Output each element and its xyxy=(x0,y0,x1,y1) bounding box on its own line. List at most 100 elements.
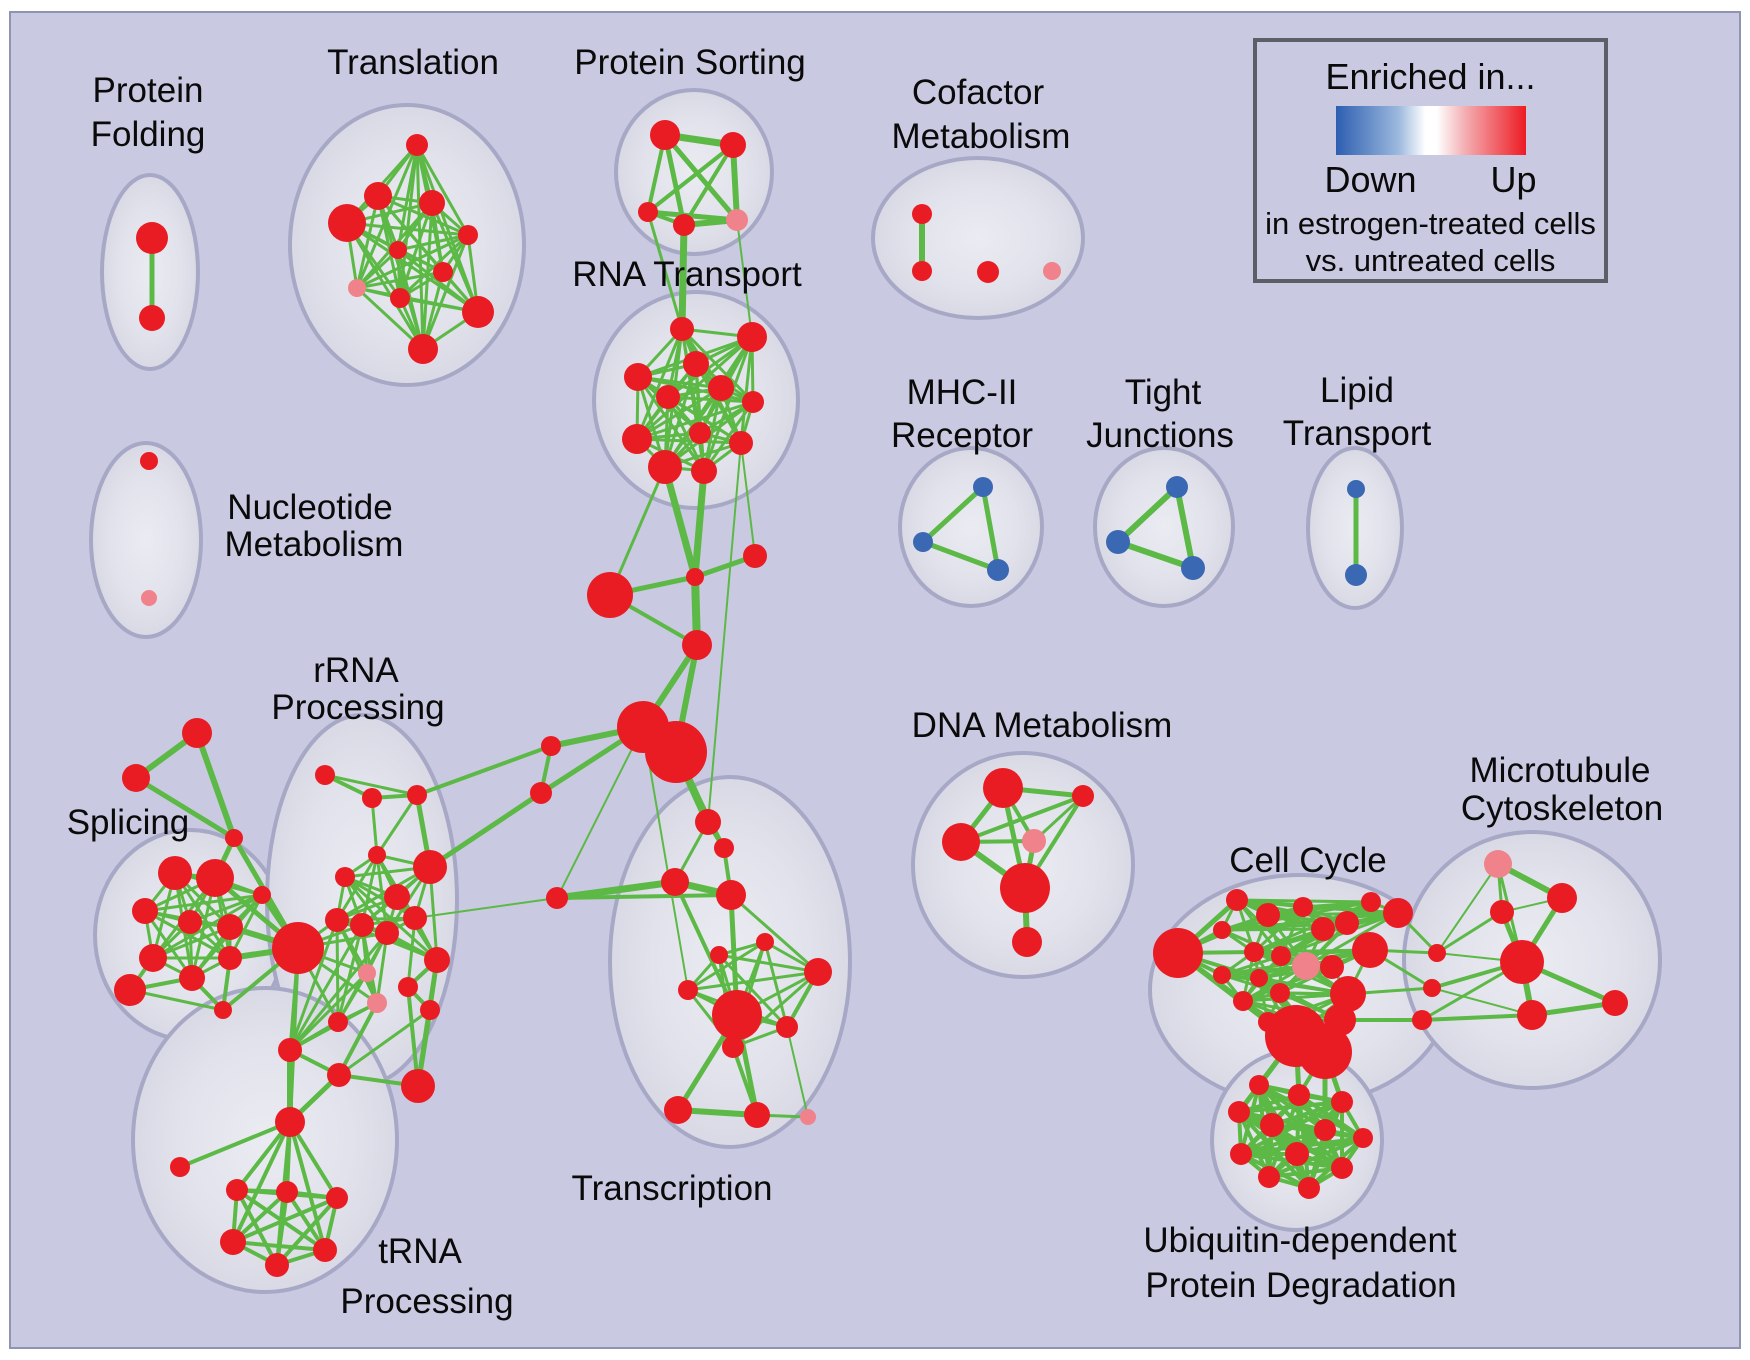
gene-set-node-m2[interactable] xyxy=(987,559,1009,581)
gene-set-node-cf1[interactable] xyxy=(912,261,932,281)
gene-set-node-x2[interactable] xyxy=(661,868,689,896)
gene-set-node-sp9[interactable] xyxy=(114,974,146,1006)
gene-set-node-t5[interactable] xyxy=(389,241,407,259)
gene-set-node-t7[interactable] xyxy=(348,279,366,297)
gene-set-node-r9[interactable] xyxy=(350,913,374,937)
gene-set-node-r8[interactable] xyxy=(325,908,349,932)
gene-set-node-x9[interactable] xyxy=(776,1016,798,1038)
gene-set-node-r1[interactable] xyxy=(315,765,335,785)
gene-set-node-k0[interactable] xyxy=(1153,928,1203,978)
gene-set-node-k2[interactable] xyxy=(1256,903,1280,927)
gene-set-node-x6[interactable] xyxy=(804,958,832,986)
gene-set-node-u7[interactable] xyxy=(1230,1143,1252,1165)
gene-set-node-x0[interactable] xyxy=(695,809,721,835)
gene-set-node-b2[interactable] xyxy=(1412,1010,1432,1030)
gene-set-node-t3[interactable] xyxy=(328,204,366,242)
gene-set-node-cf3[interactable] xyxy=(1043,262,1061,280)
gene-set-node-st0[interactable] xyxy=(182,718,212,748)
gene-set-node-t4[interactable] xyxy=(458,225,478,245)
gene-set-node-k9[interactable] xyxy=(1271,946,1291,966)
gene-set-node-ti[interactable] xyxy=(170,1157,190,1177)
gene-set-node-d2[interactable] xyxy=(942,823,980,861)
gene-set-node-rt2[interactable] xyxy=(683,351,709,377)
gene-set-node-r10[interactable] xyxy=(375,921,399,945)
gene-set-node-r7[interactable] xyxy=(384,884,410,910)
gene-set-node-t2[interactable] xyxy=(419,190,445,216)
gene-set-node-rt7[interactable] xyxy=(622,424,652,454)
gene-set-node-sp2[interactable] xyxy=(132,898,158,924)
gene-set-node-tn3[interactable] xyxy=(326,1187,348,1209)
gene-set-node-rt0[interactable] xyxy=(670,317,694,341)
gene-set-node-sp6[interactable] xyxy=(179,965,205,991)
gene-set-node-k13[interactable] xyxy=(1250,969,1268,987)
gene-set-node-mt3[interactable] xyxy=(1500,940,1544,984)
gene-set-node-r6[interactable] xyxy=(335,867,355,887)
gene-set-node-tj0[interactable] xyxy=(1166,476,1188,498)
gene-set-node-rt8[interactable] xyxy=(689,422,711,444)
gene-set-node-r15[interactable] xyxy=(367,993,387,1013)
gene-set-node-r0[interactable] xyxy=(272,922,324,974)
gene-set-node-x3[interactable] xyxy=(716,880,746,910)
gene-set-node-r14[interactable] xyxy=(424,947,450,973)
gene-set-node-sp1[interactable] xyxy=(196,859,234,897)
gene-set-node-sp7[interactable] xyxy=(218,946,242,970)
gene-set-node-x10[interactable] xyxy=(722,1036,744,1058)
gene-set-node-st2[interactable] xyxy=(225,829,243,847)
gene-set-node-cf0[interactable] xyxy=(912,204,932,224)
gene-set-node-c2[interactable] xyxy=(587,572,633,618)
gene-set-node-k16[interactable] xyxy=(1330,976,1366,1012)
gene-set-node-rt10[interactable] xyxy=(648,450,682,484)
gene-set-node-c3[interactable] xyxy=(682,630,712,660)
gene-set-node-sp8[interactable] xyxy=(253,886,271,904)
gene-set-node-k14[interactable] xyxy=(1233,991,1253,1011)
gene-set-node-d1[interactable] xyxy=(1072,785,1094,807)
gene-set-node-x11[interactable] xyxy=(664,1096,692,1124)
gene-set-node-r16[interactable] xyxy=(420,1000,440,1020)
gene-set-node-sp4[interactable] xyxy=(217,914,243,940)
gene-set-node-tj1[interactable] xyxy=(1106,530,1130,554)
gene-set-node-k1[interactable] xyxy=(1226,889,1248,911)
gene-set-node-u5[interactable] xyxy=(1314,1119,1336,1141)
gene-set-node-k4[interactable] xyxy=(1311,917,1335,941)
gene-set-node-b1[interactable] xyxy=(1423,979,1441,997)
gene-set-node-mt5[interactable] xyxy=(1602,990,1628,1016)
gene-set-node-rt6[interactable] xyxy=(742,391,764,413)
gene-set-node-k11[interactable] xyxy=(1320,955,1344,979)
gene-set-node-tj2[interactable] xyxy=(1181,556,1205,580)
gene-set-node-u4[interactable] xyxy=(1260,1113,1284,1137)
gene-set-node-r2[interactable] xyxy=(362,788,382,808)
gene-set-node-th[interactable] xyxy=(275,1107,305,1137)
gene-set-node-rt9[interactable] xyxy=(729,431,753,455)
gene-set-node-ps3[interactable] xyxy=(673,214,695,236)
gene-set-node-x8[interactable] xyxy=(712,990,762,1040)
gene-set-node-c1[interactable] xyxy=(743,544,767,568)
gene-set-node-x1[interactable] xyxy=(714,838,734,858)
gene-set-node-d3[interactable] xyxy=(1022,829,1046,853)
gene-set-node-ps0[interactable] xyxy=(650,120,680,150)
gene-set-node-ps2[interactable] xyxy=(638,202,658,222)
gene-set-node-k10[interactable] xyxy=(1292,952,1320,980)
gene-set-node-k26[interactable] xyxy=(1298,1025,1352,1079)
gene-set-node-b0[interactable] xyxy=(1428,944,1446,962)
gene-set-node-r19[interactable] xyxy=(278,1038,302,1062)
gene-set-node-t10[interactable] xyxy=(408,334,438,364)
gene-set-node-sp10[interactable] xyxy=(214,1001,232,1019)
gene-set-node-r4[interactable] xyxy=(368,846,386,864)
gene-set-node-ps1[interactable] xyxy=(720,132,746,158)
gene-set-node-k3[interactable] xyxy=(1293,897,1313,917)
gene-set-node-rt5[interactable] xyxy=(708,375,734,401)
gene-set-node-d5[interactable] xyxy=(1012,927,1042,957)
gene-set-node-d0[interactable] xyxy=(983,768,1023,808)
gene-set-node-tn1[interactable] xyxy=(226,1179,248,1201)
gene-set-node-rt4[interactable] xyxy=(656,385,680,409)
gene-set-node-n1[interactable] xyxy=(141,590,157,606)
gene-set-node-rt11[interactable] xyxy=(691,458,717,484)
gene-set-node-k12[interactable] xyxy=(1352,932,1388,968)
gene-set-node-st1[interactable] xyxy=(122,764,150,792)
gene-set-node-rt1[interactable] xyxy=(737,322,767,352)
gene-set-node-r12[interactable] xyxy=(358,964,376,982)
gene-set-node-u2[interactable] xyxy=(1331,1091,1353,1113)
gene-set-node-l0[interactable] xyxy=(1347,480,1365,498)
gene-set-node-cf2[interactable] xyxy=(977,261,999,283)
gene-set-node-u11[interactable] xyxy=(1298,1177,1320,1199)
